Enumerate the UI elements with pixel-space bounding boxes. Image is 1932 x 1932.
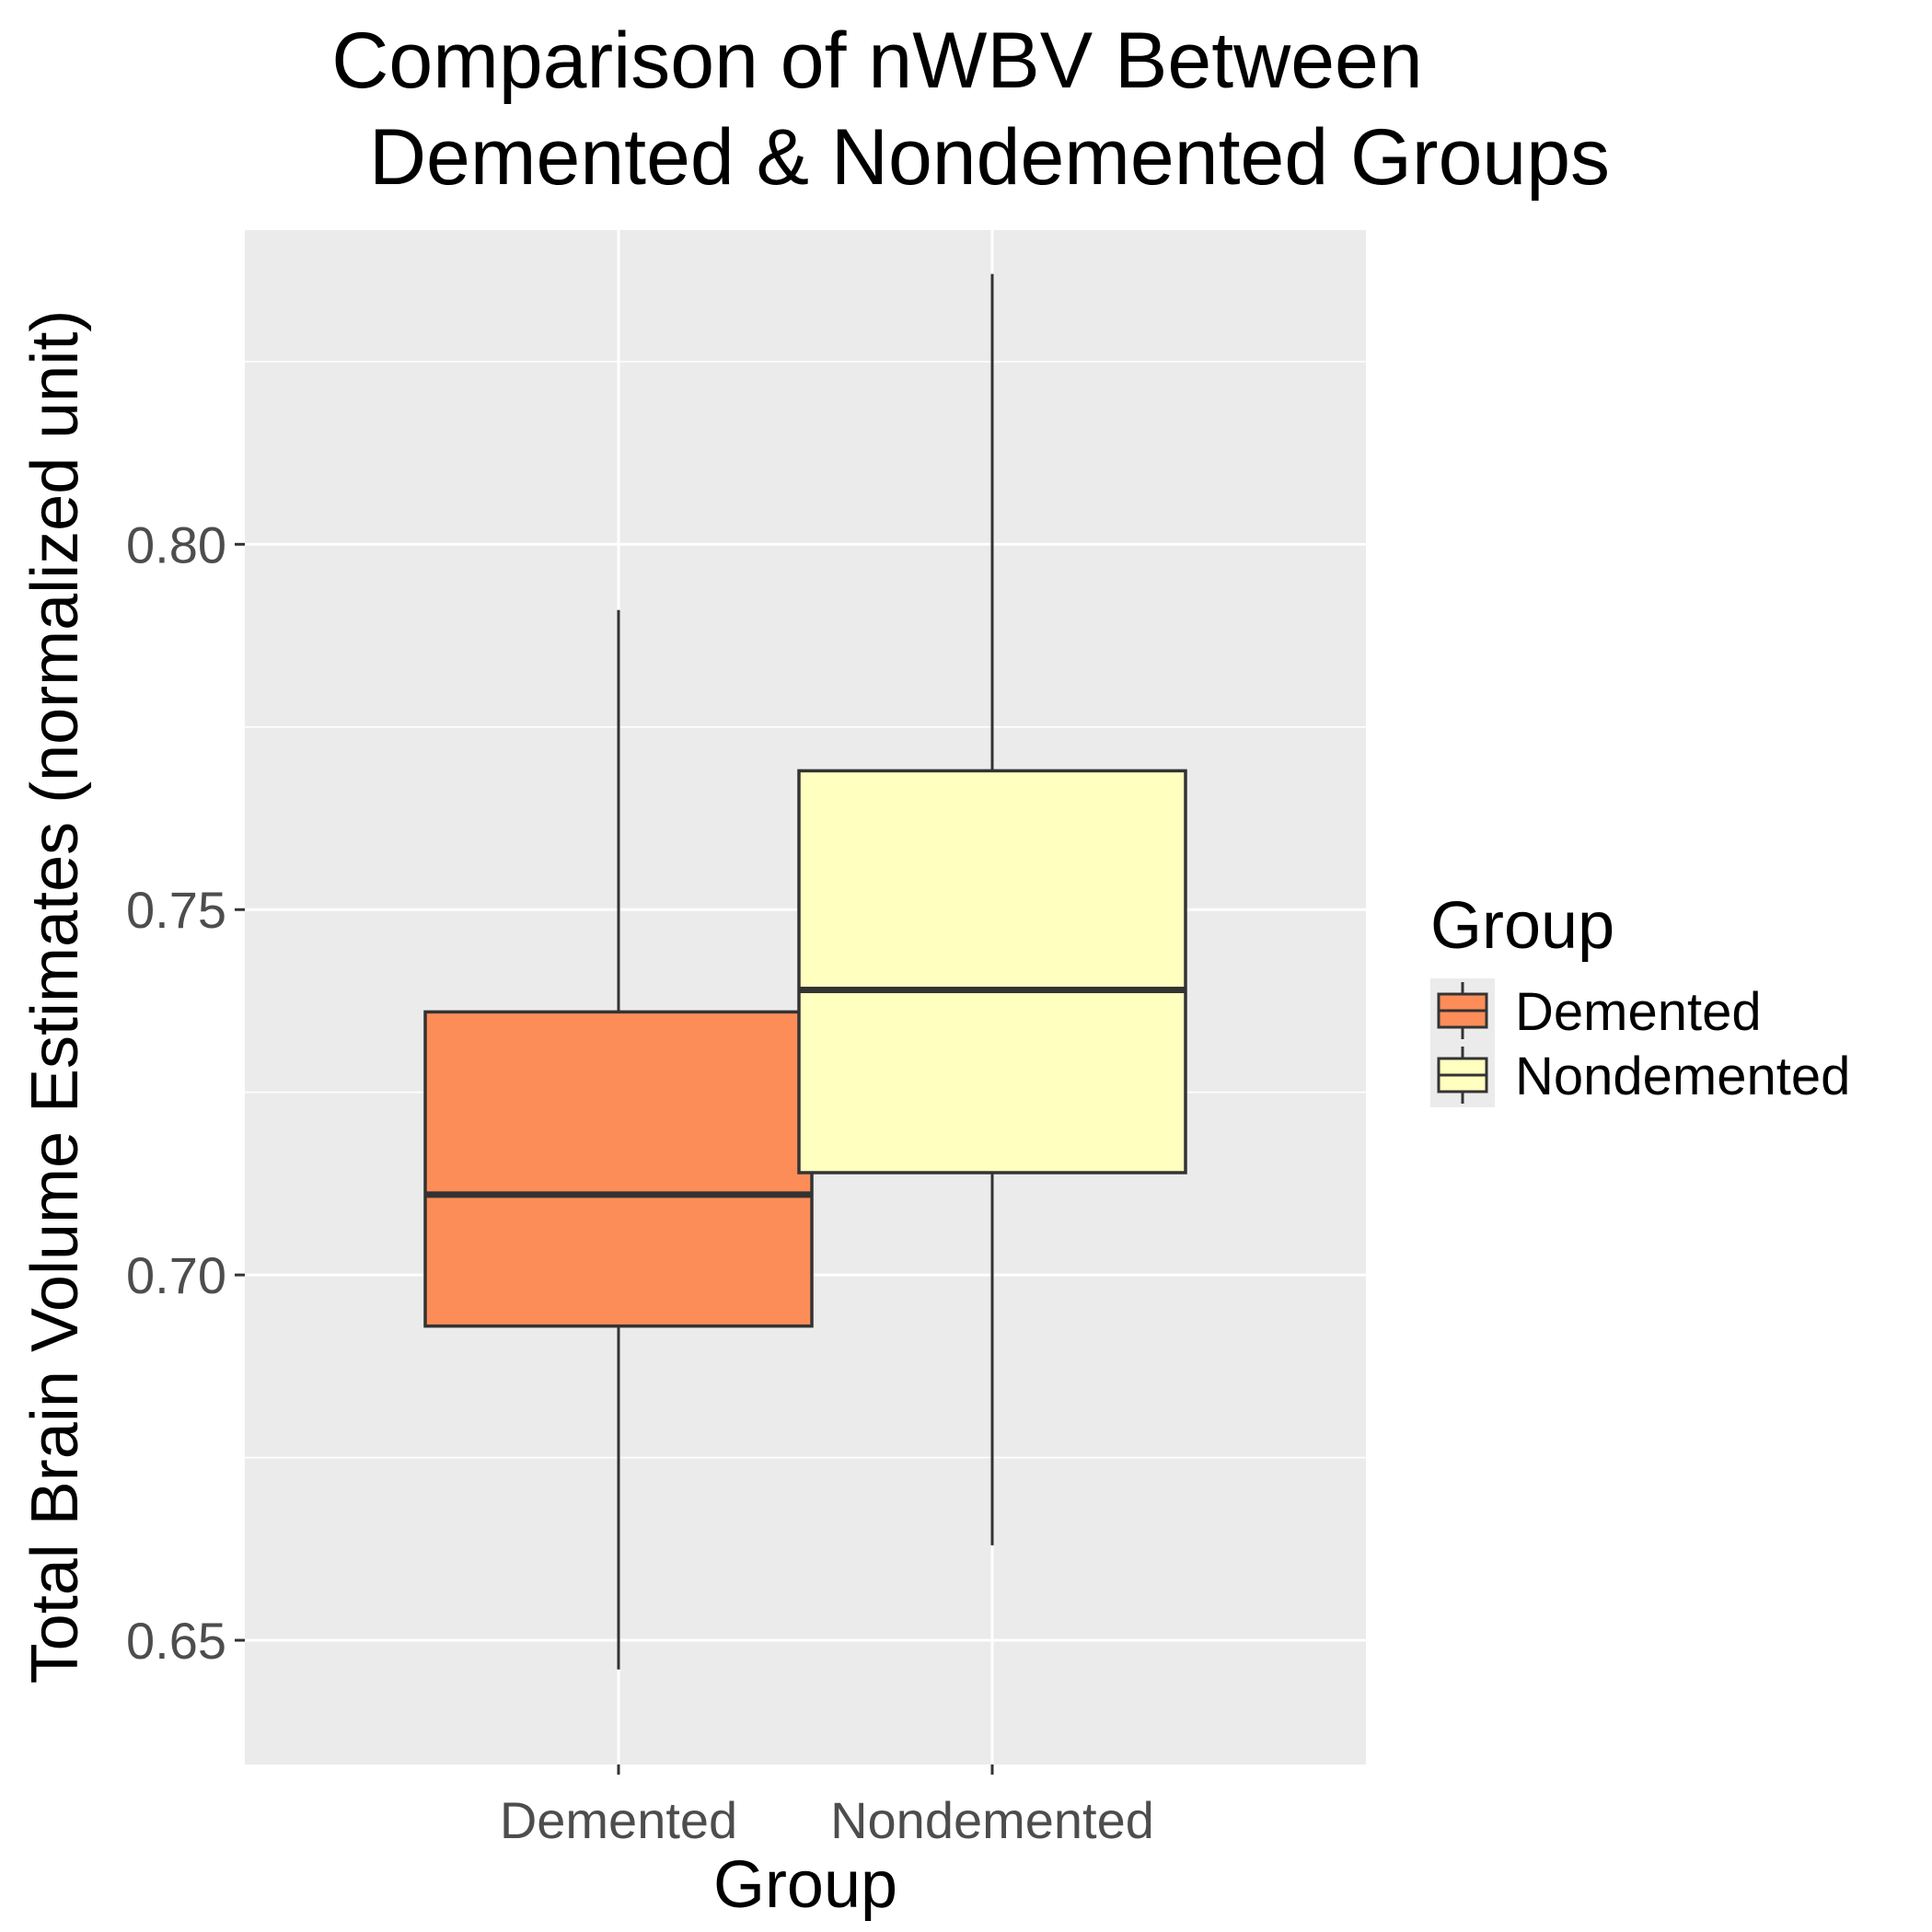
x-axis: Demented Nondemented: [500, 1764, 1154, 1849]
box-iqr: [797, 769, 1187, 1174]
legend-item-nondemented: Nondemented: [1437, 1047, 1850, 1106]
box-nondemented: [797, 273, 1187, 1545]
box-iqr: [423, 1010, 814, 1328]
x-tick-label: Demented: [500, 1791, 737, 1849]
legend-label: Nondemented: [1515, 1047, 1850, 1106]
y-axis-title: Total Brain Volume Estimates (normalized…: [18, 310, 92, 1684]
box-group: [423, 273, 1187, 1670]
chart-title-line-1: Comparison of nWBV Between: [331, 17, 1422, 105]
y-tick-label: 0.70: [126, 1246, 226, 1304]
box-demented: [423, 609, 814, 1670]
legend-item-demented: Demented: [1437, 982, 1762, 1042]
x-axis-title: Group: [713, 1848, 897, 1922]
y-tick-label: 0.80: [126, 515, 226, 573]
y-tick-label: 0.75: [126, 881, 226, 939]
chart-title-line-2: Demented & Nondemented Groups: [369, 113, 1610, 202]
legend-label: Demented: [1515, 982, 1762, 1042]
chart-title: Comparison of nWBV Between Demented & No…: [331, 17, 1610, 202]
y-tick-label: 0.65: [126, 1612, 226, 1670]
legend-title: Group: [1430, 889, 1614, 963]
y-axis: 0.65 0.70 0.75 0.80: [126, 515, 245, 1670]
x-tick-label: Nondemented: [830, 1791, 1154, 1849]
